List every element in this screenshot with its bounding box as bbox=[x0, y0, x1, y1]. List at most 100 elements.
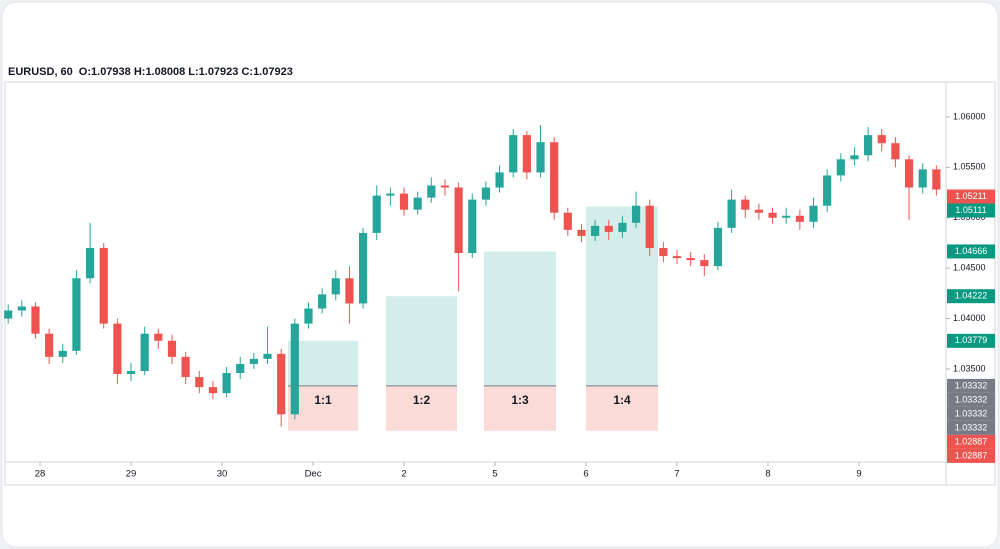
candle-body bbox=[45, 333, 54, 357]
x-tick-label: 29 bbox=[126, 469, 137, 480]
candle-body bbox=[604, 225, 613, 232]
candle-body bbox=[918, 169, 927, 188]
candle-body bbox=[768, 212, 777, 218]
price-label: 1.03779 bbox=[955, 335, 988, 345]
stop-zone bbox=[386, 385, 457, 431]
candle-body bbox=[99, 248, 108, 324]
candle-body bbox=[208, 387, 218, 394]
price-label-box bbox=[947, 392, 995, 407]
candle-body bbox=[85, 248, 95, 279]
x-tick-label: 28 bbox=[35, 469, 46, 480]
price-label: 1.04222 bbox=[955, 291, 988, 301]
target-zone bbox=[288, 340, 359, 386]
candle-body bbox=[932, 169, 941, 190]
candle-body bbox=[427, 185, 436, 198]
candle-body bbox=[181, 356, 190, 378]
candle-body bbox=[563, 212, 572, 230]
plot-area: 1:1 1:2 1:3 1:4 bbox=[4, 125, 941, 431]
candle-body bbox=[154, 333, 163, 341]
candle-body bbox=[345, 278, 354, 304]
candle-body bbox=[591, 225, 600, 236]
ratio-label: 1:4 bbox=[613, 393, 631, 407]
frame bbox=[4, 81, 996, 486]
price-label-box bbox=[947, 378, 995, 393]
y-tick-label: 1.05500 bbox=[953, 162, 986, 172]
candle-body bbox=[864, 135, 873, 156]
price-label: 1.02887 bbox=[955, 436, 988, 446]
candle-body bbox=[318, 294, 327, 309]
price-label: 1.03332 bbox=[955, 380, 988, 390]
candle-body bbox=[850, 155, 859, 160]
candle-body bbox=[877, 135, 886, 144]
candle-body bbox=[495, 172, 504, 188]
price-label: 1.02887 bbox=[955, 450, 988, 460]
price-label-box bbox=[947, 244, 995, 259]
y-tick-label: 1.04500 bbox=[953, 263, 986, 273]
candle-body bbox=[440, 185, 450, 188]
candle-body bbox=[277, 353, 286, 415]
candle-body bbox=[304, 308, 313, 324]
x-tick-label: 8 bbox=[765, 469, 770, 480]
candle-body bbox=[31, 306, 40, 334]
candle-body bbox=[72, 278, 81, 351]
symbol-title: EURUSD, 60 bbox=[8, 66, 73, 78]
candle-body bbox=[823, 175, 832, 206]
x-tick-label: 9 bbox=[856, 469, 861, 480]
candle-body bbox=[222, 372, 231, 394]
target-zone bbox=[386, 296, 457, 386]
candle-body bbox=[195, 377, 204, 388]
candle-body bbox=[809, 205, 818, 222]
price-label: 1.04666 bbox=[955, 246, 988, 256]
price-label-box bbox=[947, 448, 995, 463]
candle-body bbox=[672, 256, 682, 259]
candle-body bbox=[727, 199, 736, 228]
x-tick-label: 2 bbox=[401, 469, 406, 480]
candle-body bbox=[331, 278, 340, 295]
candle-body bbox=[659, 248, 668, 257]
candle-body bbox=[399, 193, 409, 210]
candle-body bbox=[904, 159, 914, 188]
ratio-label: 1:1 bbox=[314, 393, 332, 407]
candle-body bbox=[741, 199, 750, 210]
x-tick-label: 5 bbox=[492, 469, 497, 480]
candle-body bbox=[782, 215, 791, 218]
candle-body bbox=[509, 135, 518, 173]
x-tick-label: 6 bbox=[583, 469, 588, 480]
candle-body bbox=[167, 340, 177, 357]
price-label: 1.05211 bbox=[955, 191, 987, 201]
candle-body bbox=[113, 323, 122, 375]
candle-body bbox=[713, 227, 723, 267]
x-tick-label: 30 bbox=[217, 469, 228, 480]
x-tick-label: 7 bbox=[674, 469, 679, 480]
candle-body bbox=[522, 135, 531, 173]
price-label-box bbox=[947, 406, 995, 421]
candle-body bbox=[645, 205, 654, 249]
candle-body bbox=[754, 209, 764, 213]
ratio-label: 1:3 bbox=[511, 393, 529, 407]
candle-body bbox=[413, 197, 422, 210]
price-label: 1.03332 bbox=[955, 408, 988, 418]
candle-body bbox=[236, 363, 245, 373]
candle-body bbox=[468, 199, 477, 254]
candle-body bbox=[17, 306, 26, 311]
ratio-label: 1:2 bbox=[413, 393, 431, 407]
candle-body bbox=[536, 142, 545, 173]
price-label: 1.03332 bbox=[955, 422, 988, 432]
candle-body bbox=[58, 350, 67, 357]
price-label-box bbox=[947, 420, 995, 435]
candle-body bbox=[795, 215, 804, 222]
candle-body bbox=[618, 222, 627, 232]
stop-zone bbox=[484, 385, 556, 431]
target-zone bbox=[484, 251, 556, 386]
price-label: 1.03332 bbox=[955, 394, 988, 404]
stop-zone bbox=[288, 385, 359, 431]
y-tick-label: 1.03500 bbox=[953, 363, 986, 373]
price-label: 1.05111 bbox=[955, 205, 986, 215]
candle-body bbox=[140, 333, 149, 371]
price-label-box bbox=[947, 333, 995, 348]
candle-body bbox=[891, 143, 900, 160]
price-label-box bbox=[947, 289, 995, 304]
x-tick-label: Dec bbox=[305, 469, 322, 480]
candle-body bbox=[686, 258, 695, 261]
price-label-box bbox=[947, 189, 995, 204]
